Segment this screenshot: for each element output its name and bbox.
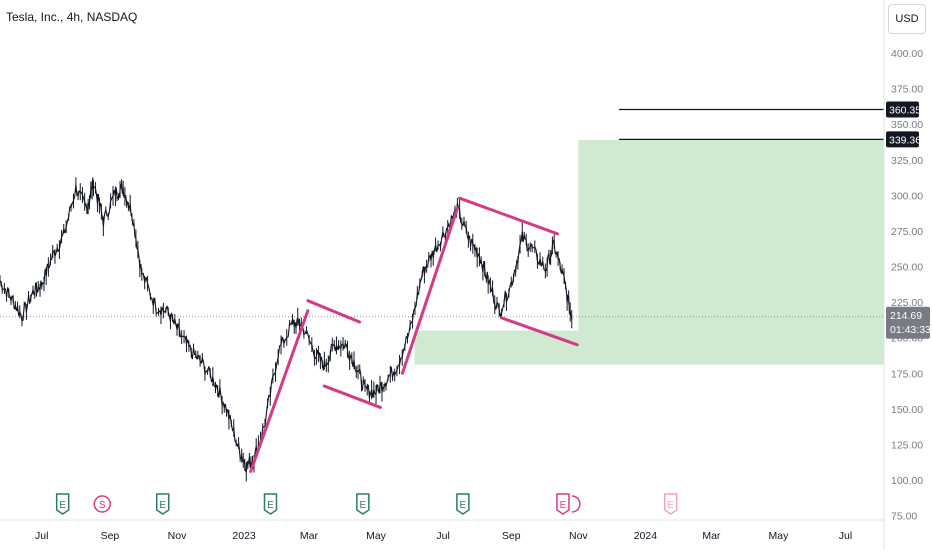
y-tick-label: 100.00 <box>891 475 923 487</box>
pattern-line-4 <box>249 309 310 473</box>
x-tick-label: Jul <box>35 530 48 542</box>
price-layer <box>0 177 884 482</box>
y-tick-label: 275.00 <box>891 226 923 238</box>
event-label: E <box>667 500 674 511</box>
y-tick-label: 150.00 <box>891 404 923 416</box>
event-marker-earnings: E <box>456 493 470 515</box>
target-zone-0 <box>578 139 884 331</box>
event-label: E <box>359 500 366 511</box>
price-badge-label: 339.36 <box>889 134 921 146</box>
event-earnings-icon <box>456 493 470 515</box>
y-tick-label: 300.00 <box>891 190 923 202</box>
event-earnings-icon <box>556 493 570 515</box>
event-label: E <box>460 500 467 511</box>
event-split-icon <box>93 495 112 513</box>
y-tick-label: 375.00 <box>891 84 923 96</box>
pattern-line-3 <box>499 316 579 347</box>
y-tick-label: 225.00 <box>891 297 923 309</box>
price-badge-label: 360.35 <box>889 104 921 116</box>
pattern-line-2 <box>458 196 559 236</box>
event-label: E <box>59 500 66 511</box>
x-tick-label: Sep <box>101 530 120 542</box>
pattern-line-1 <box>322 384 382 409</box>
event-marker-earnings: E <box>263 493 278 515</box>
y-tick-label: 250.00 <box>891 262 923 274</box>
y-tick-label: 325.00 <box>891 155 923 167</box>
x-tick-label: Mar <box>702 530 721 542</box>
badges-layer: 360.35 339.36 214.69 01:43:33 <box>886 101 931 339</box>
event-marker-earnings: E <box>55 493 70 515</box>
event-earnings-icon <box>663 493 678 515</box>
event-label: S <box>99 500 106 511</box>
event-marker-split: S <box>93 495 112 513</box>
pattern-line-5 <box>400 206 459 375</box>
x-tick-label: 2024 <box>634 530 658 542</box>
x-tick-label: 2023 <box>232 530 256 542</box>
y-tick-label: 175.00 <box>891 368 923 380</box>
x-tick-label: Jul <box>839 530 852 542</box>
event-earnings-icon <box>356 493 370 515</box>
event-marker-earnings: E <box>155 493 170 515</box>
price-line <box>0 177 573 474</box>
price-badge <box>886 101 919 118</box>
patterns-layer <box>249 196 579 473</box>
y-tick-label: 350.00 <box>891 119 923 131</box>
x-tick-label: May <box>769 530 790 542</box>
event-label: E <box>560 500 567 511</box>
currency-button[interactable]: USD <box>888 4 926 34</box>
x-tick-label: Sep <box>502 530 521 542</box>
price-badge <box>886 131 919 148</box>
pattern-line-0 <box>306 299 362 324</box>
hlines-layer <box>619 108 884 140</box>
y-tick-label: 75.00 <box>891 511 917 523</box>
event-marker-earnings-future: E <box>663 493 678 515</box>
x-axis: Jul Sep Nov 2023 Mar May Jul Sep Nov 2024 Mar May Ju… <box>0 519 884 542</box>
y-axis: 75.00100.00125.00150.00175.00200.00225.0… <box>883 0 923 550</box>
y-tick-label: 125.00 <box>891 439 923 451</box>
event-label: E <box>159 500 166 511</box>
event-marker-earnings-active: E <box>556 493 581 515</box>
chart-symbol-title: Tesla, Inc., 4h, NASDAQ <box>6 10 138 24</box>
current-price-badge <box>886 306 930 339</box>
x-tick-label: May <box>366 530 387 542</box>
event-earnings-icon <box>263 493 278 515</box>
target-zone-1 <box>414 330 884 365</box>
event-label: E <box>267 500 274 511</box>
event-earnings-icon <box>155 493 170 515</box>
x-tick-label: Nov <box>168 530 187 542</box>
x-tick-label: Jul <box>436 530 449 542</box>
event-marker-earnings: E <box>356 493 370 515</box>
current-price-countdown: 01:43:33 <box>890 324 931 336</box>
x-tick-label: Nov <box>569 530 588 542</box>
event-active-ring <box>571 495 581 513</box>
x-tick-label: Mar <box>300 530 319 542</box>
current-price-value: 214.69 <box>890 310 922 322</box>
y-tick-label: 400.00 <box>891 48 923 60</box>
event-earnings-icon <box>55 493 70 515</box>
zones-layer <box>414 139 884 365</box>
